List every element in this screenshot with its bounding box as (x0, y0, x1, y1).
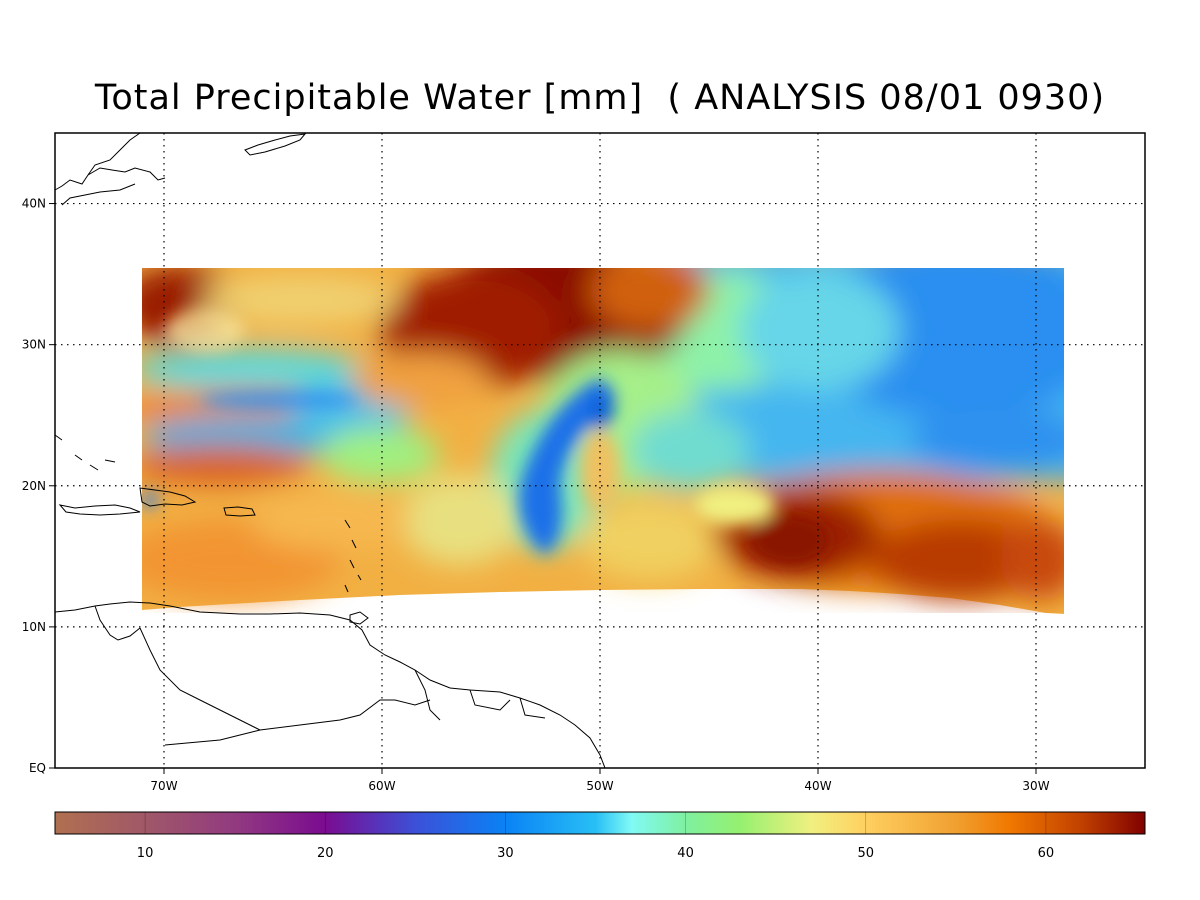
colorbar-tick-label: 50 (857, 846, 874, 861)
nova-scotia-coast (244, 133, 307, 156)
puerto-rico-coast (223, 506, 256, 517)
colorbar-tick-label: 60 (1038, 846, 1055, 861)
colorbar-bar (54, 811, 1146, 835)
south-america-borders (139, 627, 546, 746)
lesser-antilles (344, 519, 362, 593)
colorbar-tick-label: 40 (677, 846, 694, 861)
coastlines (54, 132, 606, 769)
longitude-labels: 70W 60W 50W 40W 30W (150, 768, 1050, 793)
lat-tick-label: 10N (22, 620, 46, 634)
south-america-coast (54, 601, 606, 769)
tpw-field (142, 268, 1064, 614)
latitude-labels: EQ 10N 20N 30N 40N (22, 197, 55, 775)
lon-tick-label: 70W (150, 779, 177, 793)
lat-tick-label: 40N (22, 197, 46, 211)
colorbar-tick-label: 10 (137, 846, 154, 861)
cuba-coast (58, 504, 141, 516)
colorbar-tick-label: 20 (317, 846, 334, 861)
trinidad-coast (349, 611, 369, 625)
north-america-coast (54, 132, 166, 206)
bahamas-coast (54, 434, 116, 471)
lon-tick-label: 60W (368, 779, 395, 793)
lon-tick-label: 40W (804, 779, 831, 793)
colorbar-labels: 10 20 30 40 50 60 (137, 846, 1054, 861)
colorbar-tick-label: 30 (497, 846, 514, 861)
hispaniola-coast (139, 487, 197, 507)
colorbar: 10 20 30 40 50 60 (54, 811, 1146, 861)
lon-tick-label: 50W (586, 779, 613, 793)
lat-tick-label: EQ (29, 761, 46, 775)
lat-tick-label: 20N (22, 479, 46, 493)
map-title: Total Precipitable Water [mm] ( ANALYSIS… (94, 78, 1106, 118)
lat-tick-label: 30N (22, 338, 46, 352)
grid-lines (55, 133, 1145, 768)
lon-tick-label: 30W (1022, 779, 1049, 793)
colorbar-tick-marks (144, 812, 1047, 834)
